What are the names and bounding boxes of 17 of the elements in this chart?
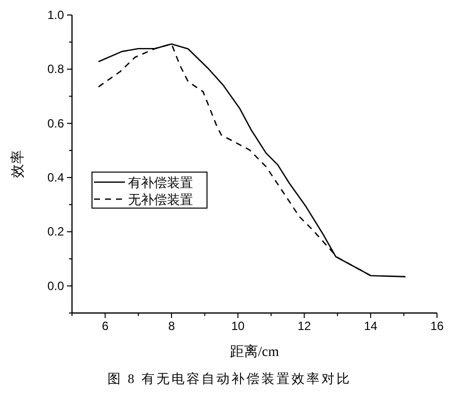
y-tick-label: 0.0 <box>47 278 64 293</box>
caption: 图 8 有无电容自动补偿装置效率对比 <box>108 371 352 386</box>
y-axis-title: 效率 <box>10 150 26 178</box>
y-tick-label: 0.6 <box>47 116 64 130</box>
y-tick-label: 1.0 <box>47 8 64 22</box>
x-tick-label: 6 <box>102 319 109 333</box>
y-tick-label: 0.2 <box>47 224 64 239</box>
x-tick-label: 14 <box>364 319 378 333</box>
x-tick-label: 16 <box>430 319 444 333</box>
x-tick-label: 8 <box>168 319 176 333</box>
y-tick-label: 0.4 <box>47 170 64 185</box>
x-tick-label: 12 <box>298 319 312 333</box>
x-axis-title: 距离/cm <box>230 344 280 360</box>
y-tick-label: 0.8 <box>47 62 64 76</box>
x-tick-label: 10 <box>231 319 245 333</box>
legend-label: 无补偿装置 <box>128 192 193 208</box>
legend-label: 有补偿装置 <box>128 175 193 190</box>
